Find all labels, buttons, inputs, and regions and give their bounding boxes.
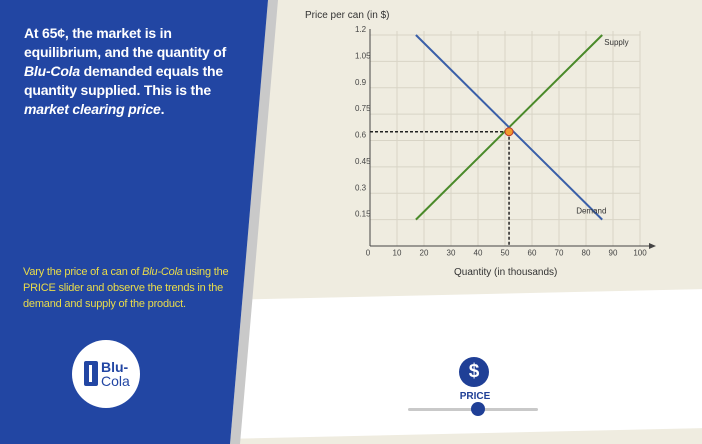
x-tick-label: 0 (366, 249, 371, 258)
x-tick-label: 60 (528, 249, 537, 258)
x-tick-label: 100 (633, 249, 647, 258)
x-tick-label: 50 (501, 249, 510, 258)
chart-axes (369, 29, 656, 249)
price-slider-control: $ PRICE (400, 355, 550, 435)
y-tick-label: 0.15 (355, 210, 371, 219)
x-tick-label: 70 (555, 249, 564, 258)
y-tick-label: 0.3 (355, 183, 367, 192)
x-tick-label: 20 (420, 249, 429, 258)
y-tick-label: 1.05 (355, 51, 371, 60)
dollar-icon: $ (459, 357, 489, 387)
price-slider-label: PRICE (459, 391, 491, 402)
x-axis-arrow-icon (649, 243, 656, 249)
demand-label: Demand (576, 207, 606, 216)
equilibrium-description: At 65¢, the market is in equilibrium, an… (24, 25, 227, 117)
supply-demand-chart: 0 10 20 30 40 50 60 70 80 90 100 0.15 0.3 0.45 0.6 0.75… (305, 10, 656, 278)
x-axis-label: Quantity (in thousands) (454, 267, 557, 278)
chart-grid (370, 31, 641, 246)
y-tick-label: 0.75 (355, 104, 371, 113)
chart-series: Supply Demand (415, 34, 629, 221)
price-slider-handle[interactable] (471, 402, 486, 416)
y-tick-label: 1.2 (355, 25, 367, 34)
logo-text: Blu- Cola (101, 359, 130, 389)
y-tick-label: 0.6 (355, 131, 367, 140)
x-tick-label: 90 (609, 249, 618, 258)
x-tick-label: 80 (582, 249, 591, 258)
x-tick-label: 10 (393, 249, 402, 258)
equilibrium-guides (370, 127, 514, 246)
chart-ticks: 0 10 20 30 40 50 60 70 80 90 100 0.15 0.3 0.45 0.6 0.75… (355, 25, 647, 258)
instruction-text: Vary the price of a can of Blu-Cola usin… (23, 266, 229, 310)
equilibrium-point (504, 127, 514, 137)
info-sidebar: At 65¢, the market is in equilibrium, an… (0, 0, 268, 444)
x-tick-label: 30 (447, 249, 456, 258)
blu-cola-logo: Blu- Cola (72, 340, 140, 408)
supply-label: Supply (604, 38, 628, 47)
can-icon (84, 361, 98, 386)
y-tick-label: 0.9 (355, 78, 367, 87)
y-axis-label: Price per can (in $) (305, 10, 389, 21)
y-tick-label: 0.45 (355, 157, 371, 166)
x-tick-label: 40 (474, 249, 483, 258)
